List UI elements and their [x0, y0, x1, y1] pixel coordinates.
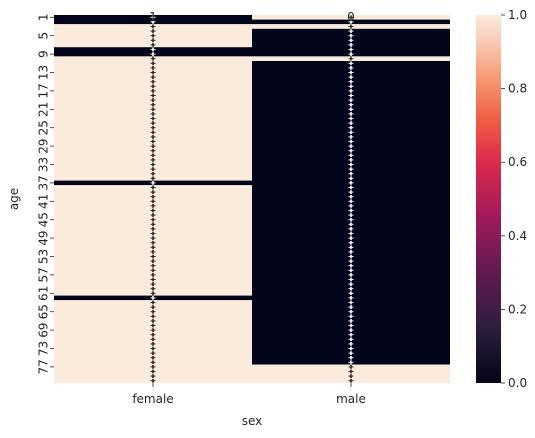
- y-tick-label: 5: [37, 32, 51, 40]
- heatmap-cell: [54, 15, 252, 25]
- y-tick-label: 33: [37, 157, 51, 172]
- y-tick-label: 57: [37, 267, 51, 282]
- y-tick-label: 53: [37, 249, 51, 264]
- y-tick-label: 77: [37, 359, 51, 374]
- colorbar-tick-label: 0.8: [508, 82, 527, 96]
- heatmap-cell: [252, 61, 450, 365]
- y-tick-label: 69: [37, 322, 51, 337]
- x-axis-title: sex: [242, 414, 263, 428]
- colorbar-tick-label: 0.0: [508, 376, 527, 390]
- y-tick-label: 45: [37, 212, 51, 227]
- colorbar: 0.0 0.2 0.4 0.6 0.8 1.0: [476, 8, 527, 390]
- colorbar-tick-label: 0.2: [508, 302, 527, 316]
- heatmap-cell: [252, 28, 450, 57]
- heatmap-cell: [54, 47, 252, 57]
- colorbar-tick-label: 0.4: [508, 229, 527, 243]
- heatmap-cell: [252, 364, 450, 383]
- colorbar-tick-label: 1.0: [508, 8, 527, 22]
- x-tick-label: male: [336, 392, 366, 406]
- y-tick-label: 65: [37, 304, 51, 319]
- y-tick-label: 25: [37, 120, 51, 135]
- x-axis: female male: [132, 383, 366, 406]
- y-tick-label: 61: [37, 286, 51, 301]
- colorbar-gradient: [476, 15, 501, 383]
- cell-annotation-label: 1: [149, 10, 157, 24]
- y-tick-label: 37: [37, 175, 51, 190]
- y-tick-label: 29: [37, 138, 51, 153]
- x-tick-label: female: [132, 392, 173, 406]
- y-tick-label: 13: [37, 65, 51, 80]
- y-tick-label: 73: [37, 341, 51, 356]
- y-tick-label: 9: [37, 50, 51, 58]
- y-tick-label: 21: [37, 102, 51, 117]
- y-tick-label: 49: [37, 230, 51, 245]
- heatmap-cell: [54, 300, 252, 383]
- y-tick-label: 17: [37, 83, 51, 98]
- heatmap-cell: [54, 185, 252, 296]
- y-axis: 1 5 9 13 17 21 25 29 33 37 41 45 49 53 57 61 65 69 73 77: [37, 13, 54, 375]
- heatmap-cells: [54, 15, 450, 383]
- y-tick-label: 41: [37, 194, 51, 209]
- cell-annotation-label: 0: [347, 10, 355, 24]
- y-axis-title: age: [7, 188, 21, 210]
- y-tick-label: 1: [37, 13, 51, 21]
- colorbar-tick-label: 0.6: [508, 155, 527, 169]
